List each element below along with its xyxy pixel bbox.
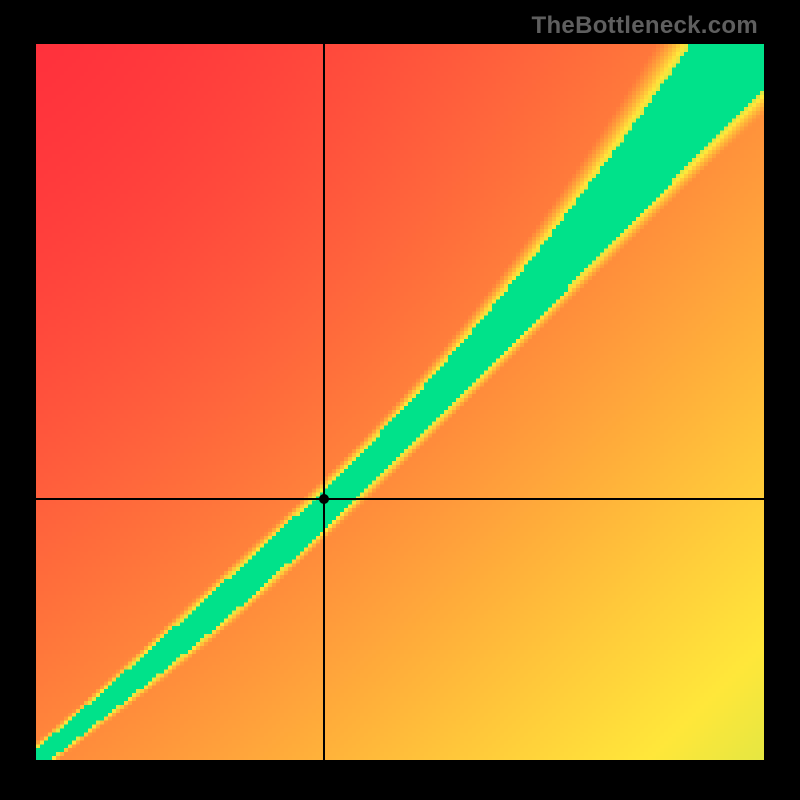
crosshair-vertical [323,44,325,760]
crosshair-horizontal [36,498,764,500]
bottleneck-heatmap [36,44,764,760]
watermark-text: TheBottleneck.com [532,12,758,40]
crosshair-point [319,494,329,504]
